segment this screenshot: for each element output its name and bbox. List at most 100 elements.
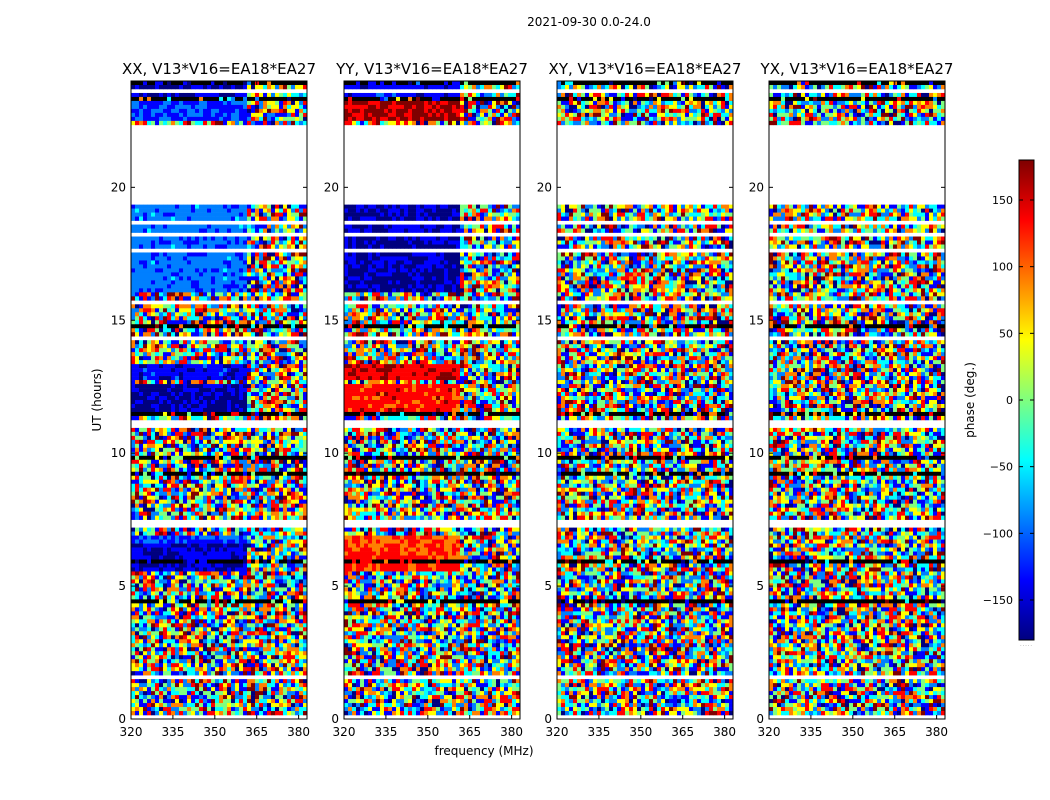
heatmap-cell: [255, 403, 260, 409]
heatmap-cell: [275, 332, 280, 337]
heatmap-cell: [163, 563, 168, 568]
heatmap-cell: [187, 324, 192, 329]
heatmap-cell: [227, 392, 232, 397]
heatmap-cell: [191, 324, 196, 329]
heatmap-cell: [255, 352, 260, 357]
heatmap-cell: [299, 607, 304, 612]
heatmap-cell: [195, 84, 200, 90]
heatmap-cell: [191, 571, 196, 576]
heatmap-cell: [219, 272, 224, 277]
heatmap-cell: [159, 244, 164, 249]
heatmap-cell: [295, 567, 300, 572]
heatmap-cell: [235, 567, 240, 572]
heatmap-cell: [287, 348, 292, 353]
heatmap-cell: [271, 272, 276, 277]
heatmap-cell: [195, 467, 200, 473]
heatmap-cell: [211, 599, 216, 604]
heatmap-cell: [299, 543, 304, 548]
heatmap-cell: [163, 288, 168, 293]
heatmap-cell: [271, 439, 276, 445]
heatmap-cell: [179, 304, 184, 309]
heatmap-cell: [287, 539, 292, 544]
heatmap-cell: [131, 100, 136, 106]
heatmap-cell: [163, 511, 168, 516]
heatmap-cell: [163, 467, 168, 473]
heatmap-cell: [183, 447, 188, 453]
heatmap-cell: [235, 328, 240, 333]
heatmap-cell: [187, 515, 192, 520]
heatmap-cell: [219, 352, 224, 357]
heatmap-cell: [291, 607, 296, 612]
heatmap-cell: [259, 635, 264, 640]
heatmap-cell: [171, 603, 176, 608]
heatmap-cell: [223, 344, 228, 349]
heatmap-cell: [251, 431, 256, 437]
heatmap-cell: [251, 575, 256, 580]
heatmap-cell: [199, 631, 204, 636]
heatmap-cell: [287, 256, 292, 261]
heatmap-cell: [227, 635, 232, 640]
heatmap-cell: [139, 407, 144, 413]
heatmap-cell: [207, 439, 212, 445]
heatmap-cell: [223, 547, 228, 552]
heatmap-cell: [203, 204, 208, 209]
heatmap-cell: [283, 388, 288, 393]
heatmap-cell: [135, 427, 140, 433]
heatmap-cell: [295, 431, 300, 437]
heatmap-cell: [283, 575, 288, 580]
heatmap-cell: [263, 244, 268, 249]
heatmap-cell: [243, 603, 248, 608]
heatmap-cell: [179, 651, 184, 656]
heatmap-cell: [215, 555, 220, 560]
heatmap-cell: [191, 459, 196, 465]
heatmap-cell: [275, 571, 280, 576]
heatmap-cell: [155, 619, 160, 624]
heatmap-cell: [199, 268, 204, 273]
heatmap-cell: [179, 380, 184, 385]
heatmap-cell: [215, 467, 220, 473]
heatmap-cell: [267, 443, 272, 449]
heatmap-cell: [223, 443, 228, 449]
heatmap-cell: [287, 360, 292, 365]
heatmap-cell: [199, 531, 204, 536]
heatmap-cell: [135, 372, 140, 377]
heatmap-cell: [251, 380, 256, 385]
heatmap-cell: [151, 364, 156, 369]
heatmap-cell: [291, 443, 296, 449]
heatmap-cell: [263, 431, 268, 437]
heatmap-cell: [267, 435, 272, 441]
heatmap-cell: [287, 435, 292, 441]
heatmap-cell: [167, 236, 172, 241]
heatmap-cell: [215, 320, 220, 325]
heatmap-cell: [191, 236, 196, 241]
heatmap-cell: [275, 112, 280, 118]
heatmap-cell: [203, 296, 208, 301]
heatmap-cell: [263, 252, 268, 257]
heatmap-cell: [223, 360, 228, 365]
heatmap-cell: [135, 483, 140, 489]
heatmap-cell: [303, 372, 308, 377]
heatmap-cell: [235, 407, 240, 413]
heatmap-cell: [215, 607, 220, 612]
heatmap-cell: [247, 108, 252, 114]
heatmap-cell: [211, 471, 216, 477]
heatmap-cell: [187, 208, 192, 213]
heatmap-cell: [239, 332, 244, 337]
heatmap-cell: [279, 212, 284, 217]
heatmap-cell: [167, 479, 172, 485]
heatmap-cell: [291, 567, 296, 572]
heatmap-cell: [259, 368, 264, 373]
heatmap-cell: [295, 304, 300, 309]
heatmap-cell: [215, 571, 220, 576]
heatmap-cell: [247, 531, 252, 536]
heatmap-cell: [271, 212, 276, 217]
heatmap-cell: [203, 627, 208, 632]
heatmap-cell: [291, 439, 296, 445]
heatmap-cell: [239, 415, 244, 421]
heatmap-cell: [243, 356, 248, 361]
heatmap-cell: [279, 547, 284, 552]
heatmap-cell: [203, 388, 208, 393]
heatmap-cell: [247, 296, 252, 301]
heatmap-cell: [303, 268, 308, 273]
heatmap-cell: [215, 491, 220, 496]
